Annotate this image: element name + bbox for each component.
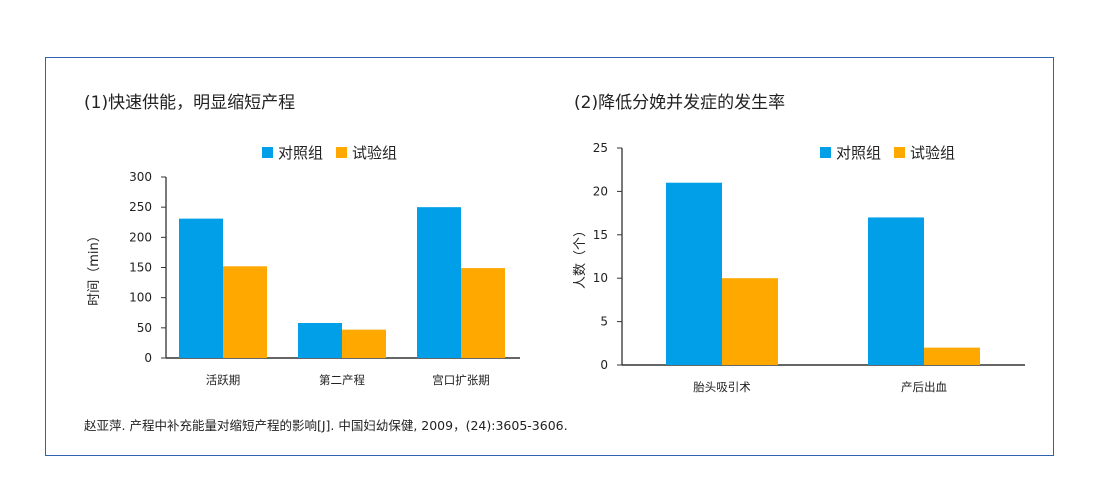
legend-swatch [336, 147, 347, 158]
y-tick-label: 10 [593, 271, 608, 285]
chart-1-title: (1)快速供能，明显缩短产程 [84, 93, 296, 113]
citation: 赵亚萍. 产程中补充能量对缩短产程的影响[J]. 中国妇幼保健, 2009，(2… [84, 418, 568, 433]
y-tick-label: 100 [129, 291, 152, 305]
y-tick-label: 15 [593, 228, 608, 242]
x-tick-label: 第二产程 [319, 373, 365, 387]
legend-label: 对照组 [836, 144, 881, 162]
bar-trial [722, 278, 778, 365]
x-tick-label: 胎头吸引术 [693, 380, 751, 394]
legend-label: 试验组 [910, 144, 955, 162]
bar-control [868, 217, 924, 365]
bar-trial [223, 266, 267, 358]
bar-control [417, 207, 461, 358]
legend-swatch [262, 147, 273, 158]
y-axis-label: 时间（min） [87, 229, 102, 306]
bar-trial [461, 268, 505, 358]
legend-swatch [820, 147, 831, 158]
y-tick-label: 5 [600, 315, 608, 329]
bar-trial [342, 329, 386, 358]
x-tick-label: 产后出血 [901, 380, 947, 394]
y-tick-label: 200 [129, 230, 152, 244]
y-tick-label: 25 [593, 141, 608, 155]
bar-trial [924, 347, 980, 365]
figure-frame [45, 57, 1054, 456]
legend-label: 对照组 [278, 144, 323, 162]
chart-2-title: (2)降低分娩并发症的发生率 [574, 93, 786, 113]
y-axis-label: 人数（个） [573, 224, 588, 289]
legend-swatch [894, 147, 905, 158]
y-tick-label: 20 [593, 184, 608, 198]
y-tick-label: 50 [137, 321, 152, 335]
y-tick-label: 300 [129, 170, 152, 184]
y-tick-label: 150 [129, 261, 152, 275]
bar-control [298, 323, 342, 358]
y-tick-label: 0 [144, 351, 152, 365]
y-tick-label: 250 [129, 200, 152, 214]
x-tick-label: 活跃期 [206, 373, 241, 387]
x-tick-label: 宫口扩张期 [432, 373, 490, 387]
legend-label: 试验组 [352, 144, 397, 162]
y-tick-label: 0 [600, 358, 608, 372]
bar-control [666, 182, 722, 365]
bar-control [179, 218, 223, 358]
